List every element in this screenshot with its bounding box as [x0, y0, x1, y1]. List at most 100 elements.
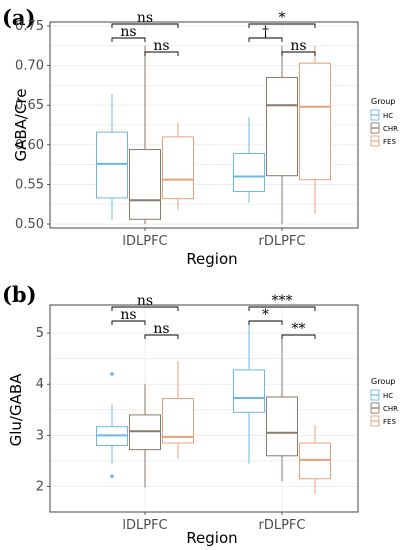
bracket-line — [248, 306, 316, 311]
significance-label: ns — [120, 307, 136, 323]
legend-key-chr: CHR — [370, 402, 398, 414]
box-hc-ldlpfc — [96, 94, 128, 221]
y-tick-label: 0.50 — [15, 217, 44, 232]
significance-label: * — [262, 307, 269, 323]
panel-b-legend-title: Group — [371, 377, 395, 386]
panel-a: (a) 0.50 0.55 0.60 0.65 0.70 0.75 lDLPFC rDLPFC… — [2, 5, 398, 268]
significance-label: ns — [290, 38, 306, 54]
panel-a-ylabel: GABA/Cre — [12, 88, 30, 161]
bracket-line — [144, 51, 179, 56]
y-tick-label: 2 — [36, 479, 44, 494]
bracket-line — [248, 37, 283, 42]
y-tick-label: 4 — [36, 377, 44, 392]
box-iqr — [266, 396, 298, 457]
significance-bracket: * — [248, 10, 316, 28]
legend-label: HC — [383, 112, 393, 120]
box-chr-rdlpfc — [266, 335, 298, 482]
legend-label: FES — [383, 138, 396, 146]
bracket-line — [111, 320, 146, 325]
panel-a-label: (a) — [2, 5, 35, 30]
significance-label: ns — [153, 38, 169, 54]
significance-bracket: ns — [144, 321, 179, 339]
panel-b-legend: Group HC CHR FES — [370, 377, 398, 427]
box-iqr — [129, 149, 161, 220]
bracket-line — [111, 23, 179, 28]
significance-bracket: * — [248, 307, 283, 325]
bracket-line — [111, 37, 146, 42]
box-hc-rdlpfc — [233, 117, 265, 203]
significance-label: * — [279, 10, 286, 26]
legend-label: FES — [383, 418, 396, 426]
significance-bracket: ns — [111, 307, 146, 325]
panel-a-legend-title: Group — [371, 97, 395, 106]
bracket-line — [111, 306, 179, 311]
significance-label: ns — [137, 10, 153, 26]
significance-bracket: ** — [281, 321, 316, 339]
box-fes-ldlpfc — [162, 361, 194, 459]
box-iqr — [162, 398, 194, 444]
significance-label: ns — [120, 24, 136, 40]
bracket-line — [281, 51, 316, 56]
y-tick-label: 0.55 — [15, 177, 44, 192]
y-tick-label: 0.70 — [15, 59, 44, 74]
legend-key-chr: CHR — [370, 122, 398, 134]
significance-label: † — [262, 24, 269, 40]
significance-label: *** — [272, 293, 293, 309]
significance-bracket: ns — [281, 38, 316, 56]
bracket-line — [248, 23, 316, 28]
significance-bracket: ns — [144, 38, 179, 56]
box-hc-ldlpfc — [96, 372, 128, 479]
panel-border — [49, 21, 359, 229]
bracket-line — [248, 320, 283, 325]
bracket-line — [144, 334, 179, 339]
box-iqr — [299, 442, 331, 480]
legend-key-hc: HC — [370, 109, 393, 121]
x-tick-label: lDLPFC — [122, 234, 167, 249]
x-tick-label: lDLPFC — [122, 518, 167, 533]
significance-label: ns — [153, 321, 169, 337]
significance-bracket: ns — [111, 24, 146, 42]
outlier-point — [110, 372, 114, 376]
y-tick-label: 0.60 — [15, 138, 44, 153]
box-fes-rdlpfc — [299, 45, 331, 214]
box-chr-ldlpfc — [129, 384, 161, 488]
significance-label: ** — [292, 321, 306, 337]
box-iqr — [266, 76, 298, 177]
y-tick-label: 5 — [36, 326, 44, 341]
legend-label: HC — [383, 392, 393, 400]
legend-key-hc: HC — [370, 389, 393, 401]
legend-label: CHR — [383, 125, 398, 133]
box-iqr — [299, 62, 331, 181]
bracket-line — [281, 334, 316, 339]
panel-border — [49, 304, 359, 513]
panel-a-xlabel: Region — [186, 250, 237, 268]
box-fes-rdlpfc — [299, 425, 331, 495]
x-tick-label: rDLPFC — [259, 518, 306, 533]
panel-b-label: (b) — [2, 282, 37, 307]
y-tick-label: 0.75 — [15, 19, 44, 34]
panel-b-xlabel: Region — [186, 529, 237, 547]
box-chr-ldlpfc — [129, 45, 161, 225]
significance-bracket: † — [248, 24, 283, 42]
box-iqr — [96, 131, 128, 199]
x-tick-label: rDLPFC — [259, 234, 306, 249]
significance-bracket: *** — [248, 293, 316, 311]
box-fes-ldlpfc — [162, 122, 194, 210]
legend-key-fes: FES — [370, 135, 396, 147]
panel-a-legend: Group HC CHR FES — [370, 97, 398, 147]
y-tick-label: 3 — [36, 428, 44, 443]
box-hc-rdlpfc — [233, 322, 265, 464]
box-iqr — [129, 414, 161, 451]
outlier-point — [110, 474, 114, 479]
y-tick-label: 0.65 — [15, 98, 44, 113]
box-iqr — [233, 153, 265, 193]
panel-b-ylabel: Glu/GABA — [7, 373, 25, 447]
significance-label: ns — [137, 293, 153, 309]
box-chr-rdlpfc — [266, 45, 298, 225]
box-iqr — [162, 136, 194, 200]
box-iqr — [233, 369, 265, 413]
